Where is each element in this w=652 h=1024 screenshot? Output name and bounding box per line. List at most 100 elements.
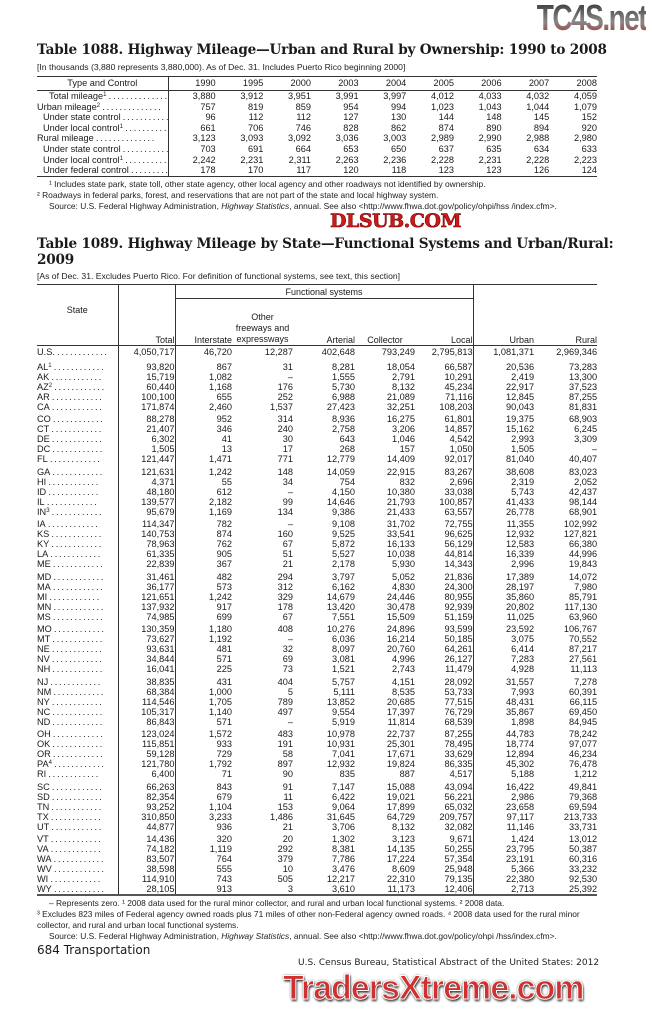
row-label-text: IN: [37, 506, 47, 517]
cell-value: 3,912: [240, 91, 264, 101]
cell-value: 23,592: [505, 624, 535, 634]
table-1089-source: Source: U.S. Federal Highway Administrat…: [37, 931, 597, 942]
dot-leader: . . . . . . . . . . . .: [50, 559, 103, 569]
year-header: 2005: [406, 76, 454, 91]
table-row: MS . . . . . . . . . . . . 74,985 699 67 7,5…: [37, 611, 597, 622]
cell-value: 3,951: [287, 91, 311, 101]
row-label: FL . . . . . . . . . . . .: [37, 454, 119, 464]
year-header: 2000: [263, 76, 311, 91]
cell-value: 2,969,346: [556, 347, 598, 357]
dot-leader: . . . . . . . . . . . .: [49, 781, 102, 792]
cell-value: 2,311: [288, 154, 311, 165]
cell-value: 78,495: [415, 739, 474, 749]
row-label-text: ND: [37, 716, 51, 727]
stub-header: Type and Control: [37, 76, 169, 91]
spacer-cell: [415, 621, 474, 624]
title-line-2: 2009: [37, 252, 75, 268]
cell-value: 4,928: [511, 664, 535, 674]
cell-value: 2,989: [430, 133, 454, 144]
cell-value: 20,685: [386, 696, 415, 707]
cell-value: 431: [216, 676, 232, 687]
dot-leader: . . . . . . . . . . . .: [48, 834, 101, 844]
table-row: AZ2 . . . . . . . . . . . . 60,440 1,168 17…: [37, 381, 597, 392]
cell-value: 14,409: [386, 454, 415, 464]
cell-value: 83,267: [415, 466, 474, 477]
cell-value: 10,380: [386, 486, 415, 497]
cell-value: 6,400: [118, 769, 176, 779]
row-label-wrap: RI . . . . . . . . . . . .: [37, 769, 117, 779]
cell-value: 17,671: [386, 749, 415, 759]
table-1088-footnote-2: ² Roadways in federal parks, forest, and…: [37, 190, 439, 200]
table-1089-footnote-b: ³ Excludes 823 miles of Federal agency o…: [37, 909, 580, 930]
row-label-wrap: SD . . . . . . . . . . . .: [37, 792, 117, 802]
cell-value: 34,844: [118, 654, 176, 664]
table-row: MN . . . . . . . . . . . . 137,932 917 178 1…: [37, 601, 598, 612]
cell-value: 33,038: [415, 486, 474, 497]
row-label-wrap: Urban mileage2 . . . . . . . . . . . . .…: [37, 101, 167, 113]
row-label: AR . . . . . . . . . . . .: [37, 391, 119, 402]
cell-value: 637: [438, 143, 454, 154]
dot-leader: . . . . . . . . . . . .: [51, 571, 103, 582]
cell-value: 68,901: [568, 506, 598, 517]
row-label: SD . . . . . . . . . . . .: [37, 791, 119, 802]
row-label-wrap: AZ2 . . . . . . . . . . . .: [37, 382, 117, 392]
group-spacer: [37, 359, 597, 362]
table-row: LA . . . . . . . . . . . . 61,335 905 51 5,5…: [37, 549, 597, 559]
cell-value: 2,988: [526, 133, 550, 144]
row-label-text: Urban mileage: [37, 101, 97, 112]
row-label-wrap: NV . . . . . . . . . . . .: [37, 654, 117, 664]
dot-leader: . . . . . . . . . . . .: [46, 769, 98, 779]
cell-value: 24,446: [386, 591, 415, 602]
row-label-text: NJ: [37, 676, 49, 687]
cell-value: 21,089: [386, 391, 415, 402]
cell-value: 679: [216, 791, 232, 802]
row-label-text: U.S.: [37, 347, 55, 357]
cell-value: 10,276: [326, 624, 355, 634]
row-label-wrap: LA . . . . . . . . . . . .: [37, 549, 117, 559]
dot-leader: . . . . . . . . . . . .: [49, 821, 101, 832]
table-row: MA . . . . . . . . . . . . 36,177 573 312 6,…: [37, 581, 597, 592]
cell-value: 117,130: [564, 601, 598, 612]
cell-value: 66,263: [118, 781, 176, 792]
cell-value: 1,081,371: [493, 347, 535, 357]
row-label-wrap: NM . . . . . . . . . . . .: [37, 687, 117, 697]
row-label-text: IL: [37, 496, 45, 507]
row-label-wrap: MN . . . . . . . . . . . .: [37, 602, 117, 612]
table-row: UT . . . . . . . . . . . . 44,877 936 21 3,7…: [37, 821, 597, 832]
cell-value: 314: [277, 414, 293, 424]
dot-leader: . . . . . . . . . . . .: [49, 506, 102, 517]
cell-value: 828: [343, 122, 359, 133]
spacer-cell: [415, 831, 474, 834]
cell-value: 3,706: [332, 821, 355, 832]
cell-value: 170: [247, 165, 264, 176]
footnote-ref: 2: [96, 102, 101, 109]
row-label: MN . . . . . . . . . . . .: [37, 601, 119, 612]
cell-value: 2,993: [511, 434, 535, 444]
cell-value: 69,450: [568, 706, 598, 717]
cell-value: 3,797: [332, 571, 355, 582]
cell-value: 6,302: [118, 434, 176, 444]
cell-value: 61,801: [415, 414, 474, 424]
cell-value: 12,894: [505, 749, 535, 759]
cell-value: 84,945: [568, 716, 598, 727]
cell-value: 76,729: [415, 706, 474, 717]
cell-value: 137,932: [118, 601, 176, 612]
cell-value: 905: [216, 549, 232, 559]
row-label: OR . . . . . . . . . . . .: [37, 749, 119, 759]
table-row: NV . . . . . . . . . . . . 34,844 571 69 3,0…: [37, 654, 597, 664]
cell-value: 20,802: [505, 601, 535, 612]
cell-value: 90: [282, 769, 293, 779]
cell-value: 33,541: [386, 529, 415, 539]
row-label: CO . . . . . . . . . . . .: [37, 414, 119, 424]
row-label-text: WY: [37, 884, 52, 894]
spacer-cell: [118, 464, 176, 467]
cell-value: 22,917: [505, 381, 535, 392]
cell-value: 5,111: [333, 686, 355, 697]
table-row: DC . . . . . . . . . . . . 1,505 13 17 268 15…: [37, 444, 597, 454]
row-label-wrap: MD . . . . . . . . . . . .: [37, 571, 117, 582]
cell-value: 144: [438, 112, 454, 123]
cell-value: 3,093: [240, 133, 264, 144]
cell-value: 4,012: [430, 91, 454, 101]
dot-leader: . . . . . . . . . . . .: [51, 854, 104, 864]
cell-value: 843: [216, 781, 232, 792]
